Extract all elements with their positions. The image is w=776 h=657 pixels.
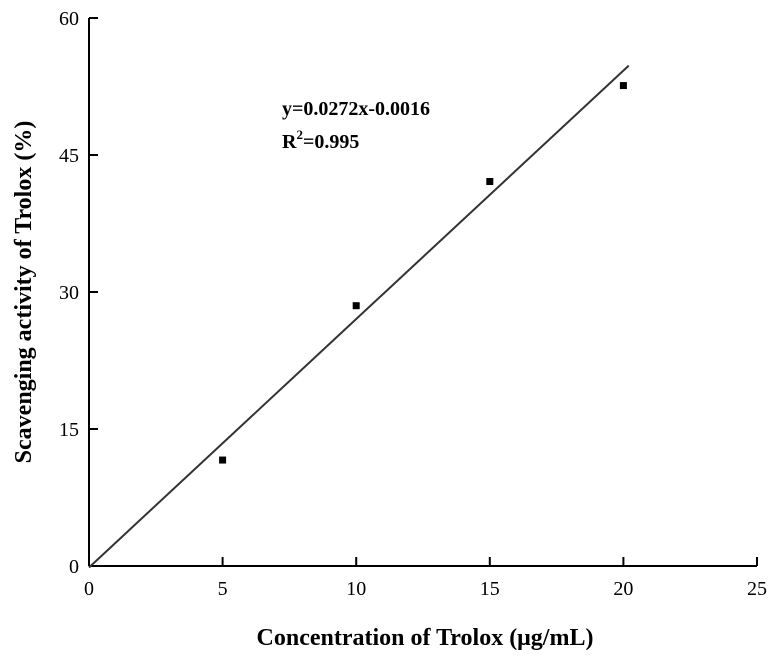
x-tick-label: 10	[346, 578, 366, 600]
regression-line	[88, 64, 630, 569]
x-tick-label: 25	[747, 578, 767, 600]
r-squared-prefix: R	[282, 131, 297, 153]
data-point	[486, 177, 494, 185]
r-squared-label: R2=0.995	[282, 127, 359, 153]
data-point	[619, 82, 627, 90]
x-tick-label: 20	[613, 578, 633, 600]
data-points	[219, 82, 627, 464]
y-axis-title: Scavenging activity of Trolox (%)	[11, 121, 37, 464]
y-tick-label: 0	[69, 556, 79, 578]
y-tick-label: 30	[59, 282, 79, 304]
y-axis-ticks: 0 15 30 45 60	[59, 8, 98, 578]
regression-equation: y=0.0272x-0.0016	[282, 98, 430, 120]
y-tick-label: 15	[59, 419, 79, 441]
r-squared-value: =0.995	[303, 131, 359, 153]
x-axis-title: Concentration of Trolox (μg/mL)	[257, 625, 594, 651]
y-tick-label: 45	[59, 145, 79, 167]
x-tick-label: 0	[84, 578, 94, 600]
r-squared-superscript: 2	[296, 127, 303, 142]
x-tick-label: 15	[480, 578, 500, 600]
y-tick-label: 60	[59, 8, 79, 30]
x-axis-ticks: 0 5 10 15 20 25	[84, 557, 767, 600]
x-tick-label: 5	[218, 578, 228, 600]
data-point	[352, 302, 360, 310]
data-point	[219, 456, 227, 464]
